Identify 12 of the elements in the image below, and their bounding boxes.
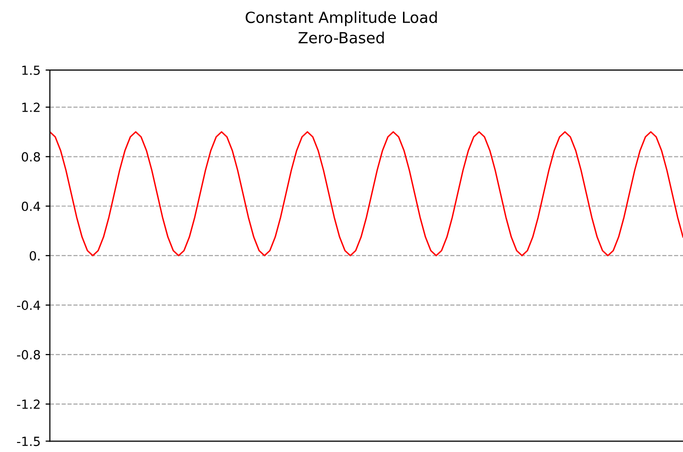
y-tick-label: 1.2: [22, 102, 40, 112]
chart-title: Constant Amplitude Load: [246, 11, 437, 26]
y-tick-label: 0.: [30, 251, 40, 261]
y-tick-label: -0.8: [17, 350, 40, 360]
y-tick-label: -1.5: [17, 436, 40, 446]
y-tick-label: 0.4: [22, 202, 40, 212]
chart-subtitle: Zero-Based: [298, 32, 384, 44]
y-tick-label: 0.8: [22, 152, 40, 162]
y-tick-label: -1.2: [17, 400, 40, 409]
y-tick-label: -0.4: [17, 300, 40, 310]
line-series: [50, 131, 683, 256]
y-tick-label: 1.5: [22, 66, 40, 75]
